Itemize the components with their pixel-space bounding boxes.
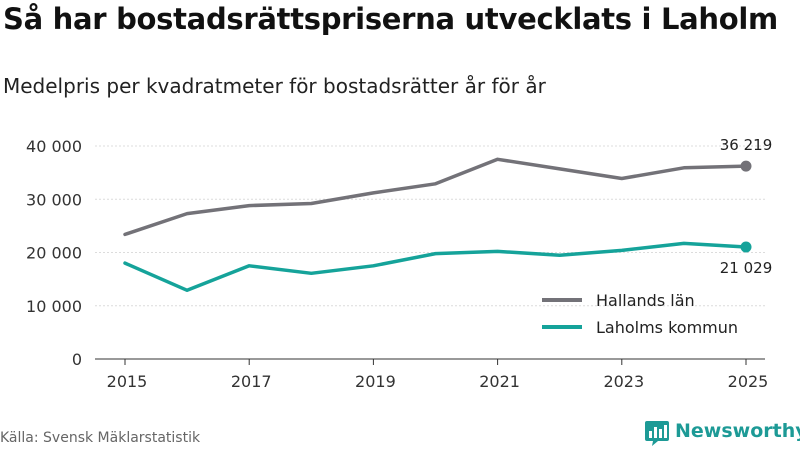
newsworthy-logo-icon	[645, 421, 669, 446]
x-tick-label: 2015	[107, 372, 148, 391]
end-value-label: 21 029	[720, 259, 773, 277]
y-tick-label: 30 000	[26, 190, 82, 209]
y-tick-label: 10 000	[26, 297, 82, 316]
legend: Hallands län Laholms kommun	[542, 291, 738, 337]
source-note: Källa: Svensk Mäklarstatistik	[0, 430, 201, 446]
legend-label-laholm: Laholms kommun	[596, 318, 738, 337]
data-labels: 36 219 21 029	[720, 136, 773, 277]
series-line-laholm	[123, 241, 748, 293]
legend-label-hallands: Hallands län	[596, 291, 695, 310]
series-endpoint-hallands	[740, 160, 752, 172]
axes: 0 10 000 20 000 30 000 40 000 2015 2017 2019 202…	[26, 137, 768, 391]
chart-title: Så har bostadsrättspriserna utvecklats i…	[3, 2, 778, 36]
series-endpoint-laholm	[740, 241, 752, 253]
series-lines	[123, 157, 752, 293]
x-tick-label: 2023	[603, 372, 644, 391]
x-tick-label: 2019	[355, 372, 396, 391]
x-tick-label: 2025	[728, 372, 769, 391]
x-tick-label: 2017	[231, 372, 272, 391]
y-tick-label: 0	[72, 350, 82, 369]
x-tick-label: 2021	[479, 372, 520, 391]
newsworthy-logo-text: Newsworthy	[675, 420, 800, 442]
y-tick-label: 40 000	[26, 137, 82, 156]
series-line-hallands	[123, 157, 748, 237]
chart-subtitle: Medelpris per kvadratmeter för bostadsrä…	[3, 74, 546, 98]
newsworthy-logo: Newsworthy	[644, 420, 800, 446]
end-value-label: 36 219	[720, 136, 773, 154]
y-tick-label: 20 000	[26, 244, 82, 263]
